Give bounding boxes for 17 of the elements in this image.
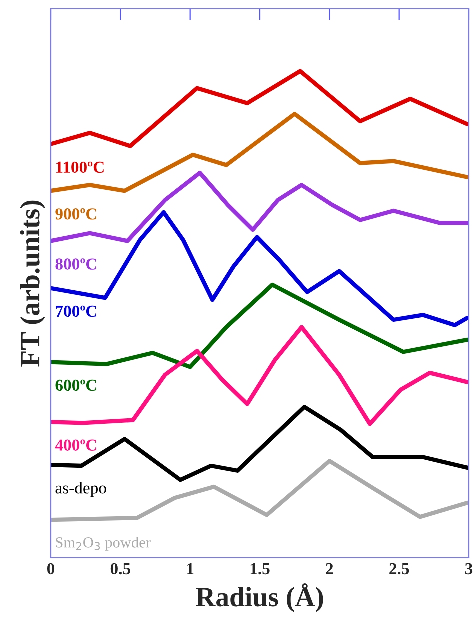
series-label: 1100ºC <box>56 162 104 174</box>
x-tick-label: 3 <box>465 563 473 575</box>
x-tick-label: 0 <box>47 563 55 575</box>
x-tick-label: 1 <box>188 563 194 574</box>
series-label: 700ºC <box>56 306 96 318</box>
series-label: 800ºC <box>56 258 96 270</box>
series-label: as-depo <box>56 482 106 498</box>
y-axis-title: FT (arb.units) <box>20 200 46 367</box>
series-label: 400ºC <box>55 440 96 451</box>
series-label: 900ºC <box>56 208 96 220</box>
series-label: Sm$_{2}$O$_{3}$ powder <box>56 537 151 551</box>
x-tick-label: 1.5 <box>250 563 270 575</box>
x-tick-label: 2.5 <box>390 563 410 575</box>
x-axis-title: Radius (Å) <box>196 584 324 612</box>
series-label: 600ºC <box>56 380 96 392</box>
x-tick-label: 2 <box>326 563 334 574</box>
x-tick-label: 0.5 <box>110 563 130 575</box>
